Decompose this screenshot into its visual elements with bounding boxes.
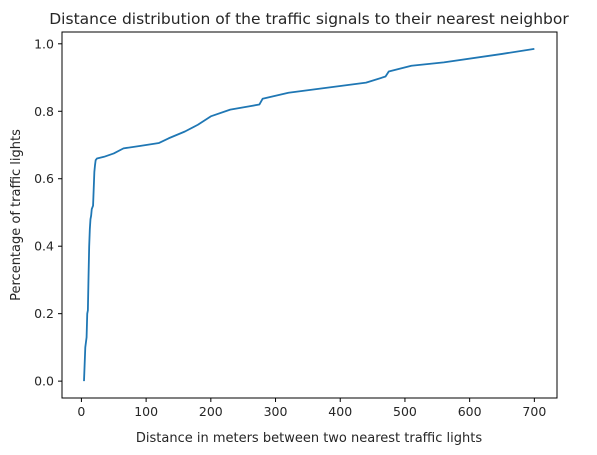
x-tick-label: 100 — [134, 404, 158, 419]
chart-title: Distance distribution of the traffic sig… — [49, 10, 569, 28]
plot-area — [61, 31, 558, 399]
x-tick-label: 500 — [393, 404, 417, 419]
x-tick-label: 400 — [328, 404, 352, 419]
plot-frame — [61, 31, 558, 399]
y-tick-label: 0.4 — [34, 239, 54, 254]
y-tick-label: 1.0 — [34, 36, 54, 51]
x-tick-label: 600 — [458, 404, 482, 419]
x-tick-label: 700 — [522, 404, 546, 419]
x-tick-label: 300 — [264, 404, 288, 419]
y-tick-label: 0.2 — [34, 306, 54, 321]
x-axis-ticks: 0 100 200 300 400 500 600 700 — [77, 398, 546, 419]
y-axis-label: Percentage of traffic lights — [9, 129, 24, 301]
series-group — [83, 47, 535, 382]
series-line-0 — [83, 47, 535, 382]
y-tick-label: 0.6 — [34, 171, 54, 186]
x-tick-label: 0 — [77, 404, 85, 419]
x-tick-label: 200 — [199, 404, 223, 419]
y-tick-label: 0.0 — [34, 374, 54, 389]
y-tick-label: 0.8 — [34, 104, 54, 119]
y-axis-ticks: 0.0 0.2 0.4 0.6 0.8 1.0 — [34, 36, 62, 389]
x-axis-label: Distance in meters between two nearest t… — [136, 431, 482, 446]
